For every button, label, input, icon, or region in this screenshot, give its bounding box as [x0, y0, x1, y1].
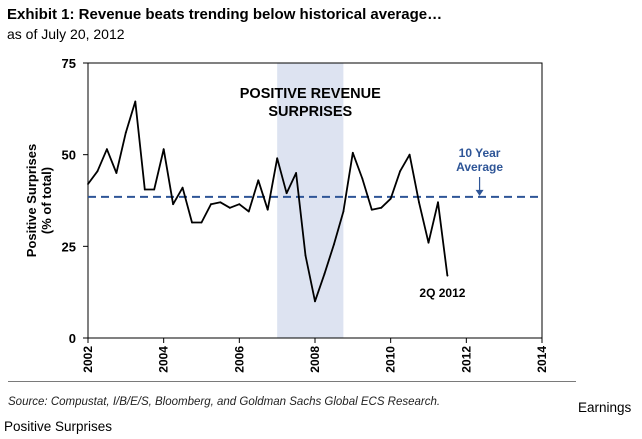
data-point [87, 183, 89, 185]
data-point [257, 179, 260, 182]
data-point [153, 188, 156, 191]
y-tick-label: 0 [69, 331, 76, 346]
data-point [266, 208, 269, 211]
data-point [200, 221, 203, 224]
data-point [106, 148, 108, 151]
x-tick-label: 2008 [308, 346, 322, 373]
data-point [361, 177, 364, 180]
data-point [351, 151, 354, 154]
average-arrow-head [475, 189, 484, 196]
data-point [418, 201, 420, 204]
data-point [437, 201, 439, 204]
y-tick-label: 75 [62, 56, 76, 71]
data-point [399, 170, 402, 173]
shaded-region-0 [277, 63, 344, 338]
x-tick-label: 2012 [459, 346, 473, 373]
data-point [162, 148, 165, 151]
data-point [228, 206, 231, 209]
y-axis-label: (% of total) [39, 167, 54, 234]
y-axis-label: Positive Surprises [24, 144, 39, 257]
data-point [285, 192, 288, 195]
data-point [370, 208, 373, 211]
earnings-label: Earnings [578, 400, 632, 415]
positive-surprises-line [87, 100, 449, 303]
x-tick-label: 2004 [157, 346, 171, 373]
data-point [134, 100, 137, 103]
x-tick-label: 2010 [384, 346, 398, 373]
source-note: Source: Compustat, I/B/E/S, Bloomberg, a… [8, 396, 441, 408]
x-tick-label: 2006 [232, 346, 246, 373]
source-divider [8, 381, 576, 382]
data-point [181, 186, 184, 189]
data-point [295, 172, 297, 174]
data-point [427, 241, 430, 244]
data-point [323, 272, 326, 275]
data-point [238, 203, 241, 206]
average-annotation-label: 10 Year [459, 146, 501, 160]
data-point [333, 243, 335, 246]
positive-surprises-label: Positive Surprises [4, 419, 113, 434]
exhibit-title: Exhibit 1: Revenue beats trending below … [7, 6, 443, 23]
data-point [408, 153, 411, 156]
data-point [247, 210, 250, 213]
x-tick-label: 2002 [81, 346, 95, 373]
data-point [276, 157, 279, 160]
average-annotation-label: Average [456, 160, 503, 174]
data-point [191, 221, 193, 224]
data-point [304, 254, 307, 257]
data-point [380, 206, 383, 209]
y-tick-label: 50 [62, 148, 76, 163]
data-point [389, 197, 392, 200]
data-point [446, 274, 449, 277]
data-point [314, 300, 316, 303]
exhibit-subtitle: as of July 20, 2012 [7, 26, 125, 42]
x-tick-label: 2014 [535, 346, 549, 373]
data-point [210, 203, 212, 206]
data-point [172, 203, 175, 206]
y-tick-label: 25 [62, 239, 76, 254]
data-point [96, 170, 99, 173]
data-point [143, 188, 146, 191]
data-point [115, 172, 118, 174]
shaded-region-label: SURPRISES [268, 104, 352, 120]
data-point [219, 201, 222, 204]
data-point [124, 131, 127, 134]
latest-quarter-label: 2Q 2012 [419, 286, 465, 300]
data-point [342, 210, 345, 213]
shaded-region-label: POSITIVE REVENUE [240, 86, 381, 102]
